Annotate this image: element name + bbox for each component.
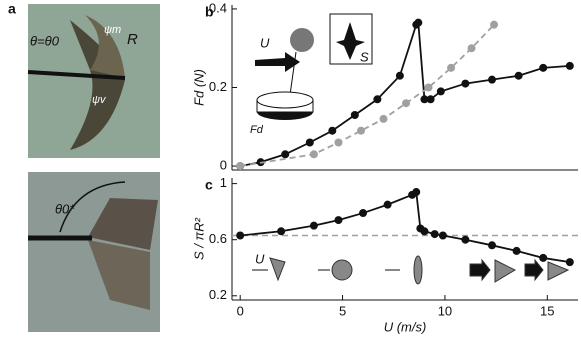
inset-label: U <box>255 251 265 266</box>
data-point <box>334 138 343 147</box>
data-point <box>305 138 314 147</box>
rod <box>27 70 126 80</box>
data-point <box>383 200 392 209</box>
y-tick-label: 1 <box>220 175 227 190</box>
annotation: ψv <box>92 94 107 106</box>
data-point <box>379 114 388 123</box>
data-point <box>436 87 445 96</box>
series-line <box>240 24 495 167</box>
data-point <box>430 230 439 239</box>
data-point <box>514 71 523 80</box>
inset-label: U <box>260 35 270 50</box>
panel-label: c <box>205 177 213 193</box>
x-tick-label: 15 <box>540 303 554 318</box>
data-point <box>350 111 359 119</box>
data-point <box>309 221 318 230</box>
annotation: θ=θ0 <box>30 33 60 48</box>
data-point <box>356 126 365 135</box>
data-point <box>424 83 433 92</box>
y-tick-label: 0.4 <box>209 0 227 15</box>
data-point <box>488 241 497 250</box>
data-point <box>539 63 548 72</box>
annotation: θ0* <box>55 201 75 216</box>
data-point <box>565 61 574 70</box>
panel-label: b <box>205 4 214 20</box>
inset-label: Fd <box>250 124 264 136</box>
data-point <box>467 44 476 53</box>
data-point <box>328 126 337 135</box>
y-tick-label: 0.6 <box>209 231 227 246</box>
data-point <box>412 188 421 197</box>
data-point <box>395 71 404 80</box>
data-point <box>438 231 447 240</box>
y-tick-label: 0 <box>220 158 227 173</box>
y-tick-label: 0.2 <box>209 287 227 302</box>
data-point <box>414 18 423 27</box>
data-point <box>539 253 548 262</box>
data-point <box>334 216 343 225</box>
x-tick-label: 10 <box>438 303 452 318</box>
data-point <box>420 227 429 236</box>
data-point <box>426 95 435 104</box>
wing <box>88 240 150 310</box>
data-point <box>359 209 368 218</box>
data-point <box>461 235 470 244</box>
annotation: ψm <box>104 24 121 36</box>
panel-label: a <box>8 1 16 17</box>
x-tick-label: 0 <box>237 303 244 318</box>
wing <box>85 15 125 78</box>
data-point <box>277 227 286 236</box>
y-axis-label: S / πR² <box>191 217 206 260</box>
inset-label: S <box>360 49 369 64</box>
data-point <box>512 246 521 255</box>
data-point <box>420 95 429 104</box>
x-axis-label: U (m/s) <box>384 319 427 334</box>
angle-arc <box>59 181 126 233</box>
data-point <box>488 75 497 84</box>
data-point <box>236 231 245 240</box>
inset-c <box>252 255 570 285</box>
wing <box>88 198 158 250</box>
y-tick-label: 0.2 <box>209 79 227 94</box>
data-point <box>461 79 470 88</box>
data-point <box>447 63 456 72</box>
annotation: R <box>127 31 138 48</box>
data-point <box>236 162 245 171</box>
data-point <box>309 150 318 159</box>
y-axis-label: Fd (N) <box>191 69 206 106</box>
data-point <box>402 99 411 108</box>
data-point <box>281 150 290 159</box>
data-point <box>490 20 499 29</box>
data-point <box>565 258 574 267</box>
wing <box>70 20 125 150</box>
inset-b <box>255 13 373 120</box>
data-point <box>373 95 382 104</box>
x-tick-label: 5 <box>339 303 346 318</box>
